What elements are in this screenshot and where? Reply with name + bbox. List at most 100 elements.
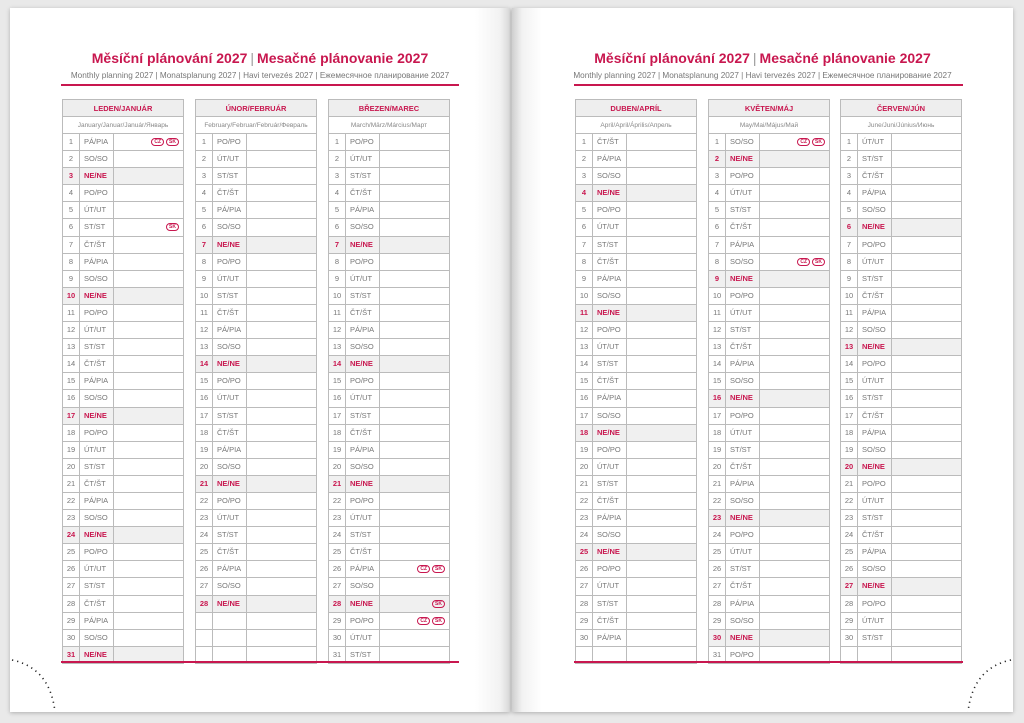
- notes-cell[interactable]: [114, 288, 183, 304]
- day-row[interactable]: 26 ÚT/UT: [63, 561, 183, 579]
- day-row[interactable]: 24 PO/PO: [709, 527, 829, 545]
- notes-cell[interactable]: [380, 356, 449, 372]
- day-row[interactable]: 4 PÁ/PIA: [841, 185, 961, 203]
- day-row[interactable]: 25 ČT/ŠT: [196, 544, 316, 562]
- day-row[interactable]: 14 PO/PO: [841, 356, 961, 374]
- notes-cell[interactable]: [247, 596, 316, 612]
- notes-cell[interactable]: [760, 510, 829, 526]
- notes-cell[interactable]: [247, 219, 316, 235]
- notes-cell[interactable]: [380, 459, 449, 475]
- day-row[interactable]: 30 PÁ/PIA: [576, 629, 696, 647]
- notes-cell[interactable]: [247, 185, 316, 201]
- notes-cell[interactable]: [380, 202, 449, 218]
- day-row[interactable]: 13 ÚT/UT: [576, 339, 696, 357]
- day-row[interactable]: 11 ÚT/UT: [709, 304, 829, 323]
- notes-cell[interactable]: [380, 476, 449, 492]
- day-row[interactable]: 27 ST/ST: [63, 578, 183, 596]
- day-row[interactable]: 5 ST/ST: [709, 202, 829, 220]
- day-row[interactable]: 25 ÚT/UT: [709, 544, 829, 562]
- notes-cell[interactable]: [380, 630, 449, 646]
- notes-cell[interactable]: [247, 578, 316, 594]
- day-row[interactable]: 4 ČT/ŠT: [329, 185, 449, 203]
- notes-cell[interactable]: [892, 596, 961, 612]
- day-row[interactable]: 17 ST/ST: [196, 407, 316, 425]
- day-row[interactable]: 13 ST/ST: [63, 339, 183, 357]
- day-row[interactable]: 22 ÚT/UT: [841, 492, 961, 511]
- notes-cell[interactable]: [114, 442, 183, 458]
- day-row[interactable]: 12 PO/PO: [576, 322, 696, 340]
- notes-cell[interactable]: [760, 219, 829, 235]
- day-row[interactable]: 2 SO/SO: [63, 151, 183, 169]
- notes-cell[interactable]: [627, 288, 696, 304]
- day-row[interactable]: 10 NE/NE: [63, 287, 183, 305]
- day-row[interactable]: 28 ST/ST: [576, 595, 696, 613]
- day-row[interactable]: 24 ST/ST: [329, 527, 449, 545]
- day-row[interactable]: 2 NE/NE: [709, 151, 829, 169]
- day-row[interactable]: 29 ÚT/UT: [841, 612, 961, 630]
- day-row[interactable]: 26 PÁ/PIA: [196, 561, 316, 579]
- day-row[interactable]: 5 PÁ/PIA: [329, 202, 449, 220]
- day-row[interactable]: 22 SO/SO: [709, 492, 829, 511]
- notes-cell[interactable]: [760, 305, 829, 321]
- day-row[interactable]: 8 SO/SO CZ SK: [709, 253, 829, 271]
- day-row[interactable]: 9 ÚT/UT: [329, 270, 449, 288]
- notes-cell[interactable]: [247, 151, 316, 167]
- notes-cell[interactable]: [114, 561, 183, 577]
- notes-cell[interactable]: [247, 476, 316, 492]
- notes-cell[interactable]: [627, 305, 696, 321]
- day-row[interactable]: 27 ÚT/UT: [576, 578, 696, 596]
- day-row[interactable]: 22 PÁ/PIA: [63, 492, 183, 511]
- notes-cell[interactable]: [892, 561, 961, 577]
- day-row[interactable]: 16 PÁ/PIA: [576, 390, 696, 408]
- day-row[interactable]: 19 ST/ST: [709, 441, 829, 459]
- notes-cell[interactable]: [380, 237, 449, 253]
- notes-cell[interactable]: [760, 288, 829, 304]
- notes-cell[interactable]: [380, 322, 449, 338]
- day-row[interactable]: 21 PO/PO: [841, 475, 961, 493]
- day-row[interactable]: 21 NE/NE: [329, 475, 449, 493]
- notes-cell[interactable]: CZ SK: [380, 613, 449, 629]
- notes-cell[interactable]: [892, 254, 961, 270]
- notes-cell[interactable]: [760, 630, 829, 646]
- day-row[interactable]: 15 PO/PO: [196, 373, 316, 391]
- notes-cell[interactable]: [627, 561, 696, 577]
- notes-cell[interactable]: [114, 459, 183, 475]
- notes-cell[interactable]: [627, 356, 696, 372]
- notes-cell[interactable]: SK: [114, 219, 183, 235]
- notes-cell[interactable]: [627, 596, 696, 612]
- notes-cell[interactable]: [760, 168, 829, 184]
- notes-cell[interactable]: [627, 613, 696, 629]
- notes-cell[interactable]: [892, 476, 961, 492]
- day-row[interactable]: 25 PÁ/PIA: [841, 544, 961, 562]
- notes-cell[interactable]: [627, 510, 696, 526]
- notes-cell[interactable]: [380, 408, 449, 424]
- notes-cell[interactable]: [247, 288, 316, 304]
- day-row[interactable]: 10 ČT/ŠT: [841, 287, 961, 305]
- day-row[interactable]: 17 ST/ST: [329, 407, 449, 425]
- notes-cell[interactable]: [760, 356, 829, 372]
- notes-cell[interactable]: [247, 408, 316, 424]
- day-row[interactable]: 26 PÁ/PIA CZ SK: [329, 561, 449, 579]
- day-row[interactable]: 21 PÁ/PIA: [709, 475, 829, 493]
- notes-cell[interactable]: [892, 322, 961, 338]
- notes-cell[interactable]: [380, 442, 449, 458]
- notes-cell[interactable]: [247, 356, 316, 372]
- day-row[interactable]: 21 NE/NE: [196, 475, 316, 493]
- notes-cell[interactable]: [380, 510, 449, 526]
- notes-cell[interactable]: [627, 339, 696, 355]
- day-row[interactable]: 1 SO/SO CZ SK: [709, 134, 829, 152]
- notes-cell[interactable]: [247, 202, 316, 218]
- notes-cell[interactable]: [114, 390, 183, 406]
- day-row[interactable]: 9 ÚT/UT: [196, 270, 316, 288]
- notes-cell[interactable]: [892, 527, 961, 543]
- notes-cell[interactable]: CZ SK: [114, 134, 183, 150]
- notes-cell[interactable]: [380, 288, 449, 304]
- notes-cell[interactable]: [627, 390, 696, 406]
- day-row[interactable]: 4 ČT/ŠT: [196, 185, 316, 203]
- notes-cell[interactable]: [247, 527, 316, 543]
- day-row[interactable]: 9 SO/SO: [63, 270, 183, 288]
- day-row[interactable]: 27 ČT/ŠT: [709, 578, 829, 596]
- day-row[interactable]: 1 PO/PO: [196, 134, 316, 152]
- day-row[interactable]: 12 ST/ST: [709, 322, 829, 340]
- day-row[interactable]: 17 NE/NE: [63, 407, 183, 425]
